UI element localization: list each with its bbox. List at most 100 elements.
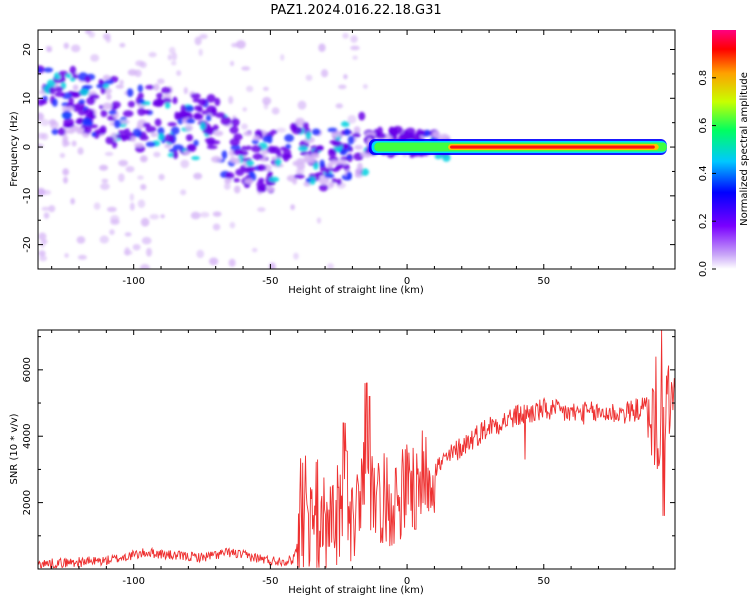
ridge-blob — [244, 183, 250, 189]
noise-blob — [305, 74, 313, 81]
ridge-blob — [245, 160, 254, 167]
ridge-blob — [108, 109, 117, 115]
noise-blob — [100, 182, 110, 191]
noise-blob — [70, 198, 75, 205]
noise-blob — [104, 151, 114, 156]
ridge-blob — [282, 148, 292, 158]
ridge-blob — [100, 109, 108, 118]
ridge-blob — [424, 129, 431, 137]
ridge-blob — [332, 140, 342, 148]
colorbar: 0.0 0.2 0.4 0.6 0.8 Normalized spectral ampl… — [698, 30, 750, 277]
ridge-blob — [161, 86, 172, 94]
ridge-blob — [145, 126, 157, 133]
noise-blob — [64, 253, 69, 258]
ridge-blob — [76, 117, 85, 123]
ridge-blob — [293, 173, 305, 179]
ridge-blob — [248, 171, 255, 177]
ridge-blob — [215, 112, 226, 119]
noise-blob — [38, 250, 46, 257]
ridge-blob — [103, 83, 110, 89]
ridge-blob — [72, 74, 79, 79]
ridge-blob — [262, 135, 271, 143]
ridge-blob — [233, 149, 244, 156]
noise-blob — [118, 173, 125, 182]
ridge-blob — [336, 178, 342, 186]
ridge-blob — [206, 105, 217, 114]
noise-blob — [320, 69, 329, 78]
ridge-blob — [231, 118, 240, 127]
ridge-blob — [274, 157, 282, 167]
noise-blob — [262, 86, 269, 92]
ridge-blob — [206, 94, 216, 103]
noise-blob — [242, 107, 248, 112]
ridge-blob — [117, 130, 127, 135]
noise-blob — [140, 184, 147, 191]
ridge-blob — [324, 173, 335, 179]
ridge-blob — [193, 112, 202, 119]
ridge-blob — [296, 162, 306, 170]
noise-blob — [93, 202, 101, 210]
ridge-blob — [252, 153, 264, 161]
ridge-blob — [172, 96, 178, 105]
ridge-blob — [162, 97, 172, 104]
noise-blob — [193, 172, 203, 180]
ridge-blob — [220, 116, 232, 126]
ridge-blob — [315, 145, 324, 151]
colorbar-tick-label: 0.0 — [698, 261, 709, 277]
noise-blob — [129, 193, 134, 202]
ridge-blob — [38, 112, 45, 121]
colorbar-gradient — [712, 30, 736, 269]
ridge-blob — [78, 99, 86, 105]
ridge-blob — [102, 74, 111, 81]
ridge-blob — [204, 126, 215, 136]
ridge-blob — [318, 184, 329, 192]
x-tick-label: 50 — [537, 576, 550, 587]
ridge-blob — [138, 98, 145, 104]
noise-blob — [224, 177, 232, 184]
ridge-blob — [302, 122, 309, 131]
ridge-blob — [225, 172, 235, 179]
noise-blob — [39, 188, 45, 196]
noise-blob — [168, 46, 176, 55]
noise-blob — [350, 35, 358, 43]
noise-blob — [40, 119, 50, 127]
ridge-blob — [206, 145, 218, 150]
noise-blob — [110, 218, 120, 225]
ridge-blob — [265, 186, 275, 192]
y-tick-label: 2000 — [22, 490, 33, 515]
ridge-blob — [142, 122, 151, 128]
ridge-blob — [170, 126, 180, 135]
noise-blob — [119, 42, 126, 48]
noise-blob — [39, 255, 48, 262]
ridge-blob — [115, 134, 126, 139]
ridge-blob — [48, 119, 57, 126]
ridge-blob — [79, 88, 90, 96]
ridge-blob — [82, 120, 93, 127]
ridge-blob — [88, 111, 95, 119]
x-tick-label: -50 — [262, 276, 278, 287]
noise-blob — [183, 87, 188, 95]
ridge-blob — [198, 98, 207, 106]
ridge-blob — [347, 135, 355, 145]
noise-blob — [129, 202, 135, 211]
ridge-blob — [115, 84, 124, 89]
noise-blob — [106, 206, 117, 212]
ridge-blob — [69, 65, 77, 75]
colorbar-tick-label: 0.2 — [698, 213, 709, 229]
noise-blob — [167, 54, 172, 61]
snr-y-ticks: 2000 4000 6000 — [22, 336, 675, 537]
noise-blob — [127, 69, 138, 76]
ridge-blob — [442, 153, 451, 162]
snr-panel: -100 -50 0 50 2000 4000 6000 Height of straig… — [9, 329, 676, 596]
ridge-blob — [257, 164, 267, 171]
noise-blob — [99, 164, 109, 171]
spectrogram-x-ticks: -100 -50 0 50 — [51, 30, 654, 287]
noise-blob — [335, 103, 343, 109]
colorbar-tick-label: 0.4 — [698, 165, 709, 181]
noise-blob — [196, 249, 205, 259]
ridge-blob — [305, 178, 311, 183]
noise-blob — [241, 66, 251, 71]
noise-blob — [139, 61, 147, 69]
ridge-blob — [346, 155, 353, 160]
